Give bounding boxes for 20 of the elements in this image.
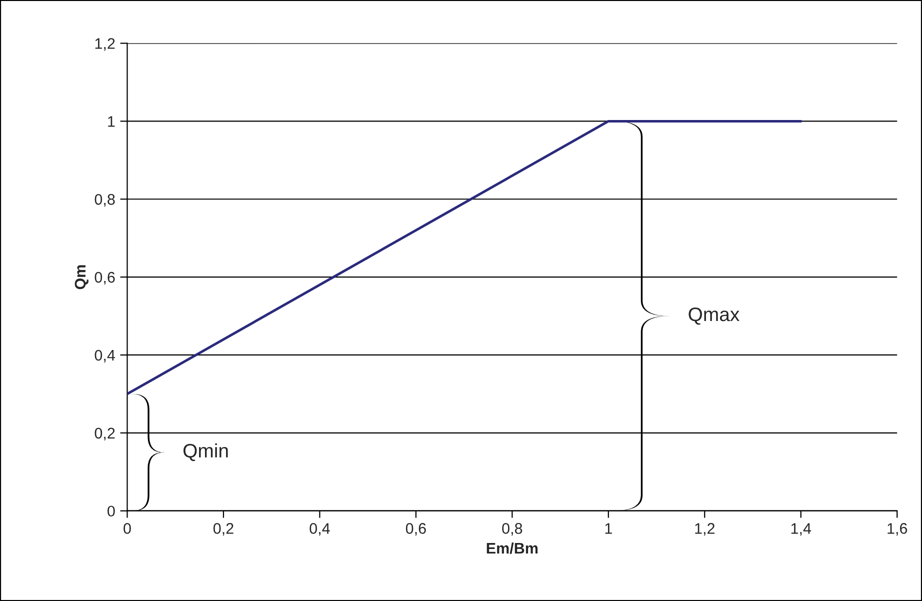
- x-tick-label: 0,2: [213, 523, 234, 536]
- x-tick-label: 0: [124, 523, 131, 534]
- y-tick-label: 0,4: [94, 350, 115, 362]
- x-tick-label: 1,6: [888, 523, 908, 536]
- x-tick-label: 0,4: [310, 523, 330, 536]
- x-axis-title: Em/Bm: [486, 542, 538, 554]
- y-tick-label: 0,8: [94, 194, 115, 207]
- annotation: Qmax: [688, 307, 740, 325]
- x-tick-label: 1,2: [695, 523, 714, 536]
- y-tick-label: 1,2: [95, 38, 115, 51]
- x-tick-label: 0,6: [406, 523, 426, 536]
- y-axis-title: Qm: [74, 265, 88, 290]
- annotation: Qmin: [183, 443, 228, 462]
- y-tick-label: 0,2: [94, 428, 115, 440]
- x-tick-label: 1,4: [791, 523, 812, 536]
- x-tick-label: 0,8: [502, 523, 522, 536]
- y-tick-label: 1: [108, 116, 115, 127]
- y-tick-label: 0,6: [94, 272, 115, 285]
- y-tick-label: 0: [108, 506, 115, 517]
- x-tick-label: 1: [605, 523, 612, 534]
